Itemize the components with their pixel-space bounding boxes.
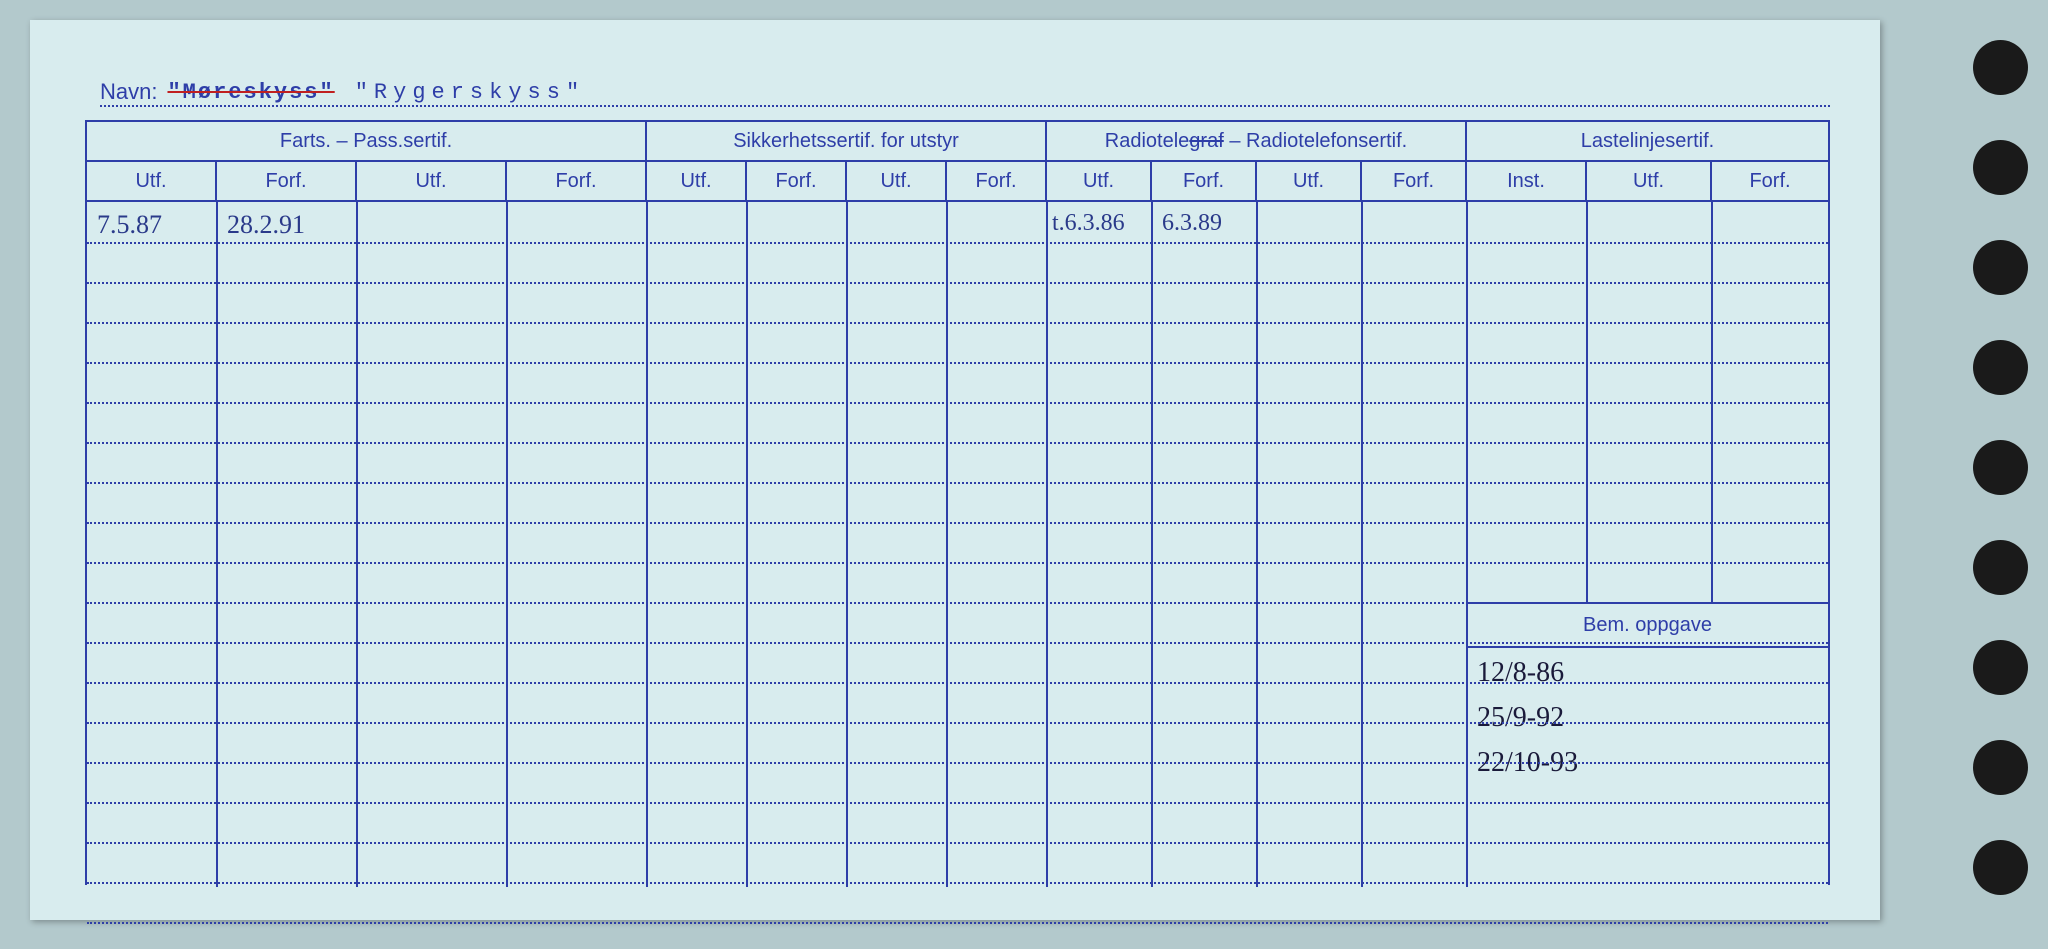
hand-radio-utf: t.6.3.86	[1052, 210, 1125, 237]
col-farts-forf2: Forf.	[507, 162, 647, 200]
col-laste-inst: Inst.	[1467, 162, 1587, 200]
row-line	[87, 842, 1828, 844]
col-farts-utf1: Utf.	[87, 162, 217, 200]
header-row-sub: Utf. Forf. Utf. Forf. Utf. Forf. Utf. Fo…	[87, 160, 1828, 202]
col-sikk-forf2: Forf.	[947, 162, 1047, 200]
vline	[506, 202, 508, 887]
navn-struck: "Møreskyss"	[167, 80, 334, 105]
col-sikk-forf1: Forf.	[747, 162, 847, 200]
group-sikkerhet: Sikkerhetssertif. for utstyr	[647, 122, 1047, 160]
group-laste: Lastelinjesertif.	[1467, 122, 1828, 160]
radio-strike: graf	[1189, 130, 1223, 152]
hole	[1973, 340, 2028, 395]
row-line	[87, 402, 1828, 404]
col-laste-forf: Forf.	[1712, 162, 1828, 200]
vline	[216, 202, 218, 887]
vline	[746, 202, 748, 887]
hand-bem-2: 25/9-92	[1477, 702, 1564, 734]
radio-pre: Radiotele	[1105, 130, 1190, 152]
hand-radio-forf: 6.3.89	[1162, 210, 1222, 237]
navn-new: "Rygerskyss"	[355, 80, 585, 105]
row-line	[87, 682, 1828, 684]
form-card: Navn: "Møreskyss" "Rygerskyss" Farts. – …	[30, 20, 1880, 920]
hand-farts-forf: 28.2.91	[227, 210, 305, 240]
hand-bem-1: 12/8-86	[1477, 657, 1564, 689]
col-radio-utf2: Utf.	[1257, 162, 1362, 200]
radio-post: – Radiotelefonsertif.	[1224, 130, 1407, 152]
vline	[646, 202, 648, 887]
bem-label: Bem. oppgave	[1583, 614, 1712, 637]
group-farts: Farts. – Pass.sertif.	[87, 122, 647, 160]
row-line	[87, 562, 1828, 564]
vline	[1361, 202, 1363, 887]
hole	[1973, 240, 2028, 295]
row-line	[87, 482, 1828, 484]
hole	[1973, 440, 2028, 495]
hole	[1973, 40, 2028, 95]
row-line	[87, 882, 1828, 884]
hole	[1973, 140, 2028, 195]
vline	[846, 202, 848, 887]
row-line	[87, 522, 1828, 524]
vline	[1466, 202, 1468, 887]
hole	[1973, 540, 2028, 595]
navn-label: Navn:	[100, 79, 157, 105]
row-line	[87, 442, 1828, 444]
col-sikk-utf1: Utf.	[647, 162, 747, 200]
header-row-groups: Farts. – Pass.sertif. Sikkerhetssertif. …	[87, 122, 1828, 160]
row-line	[87, 642, 1828, 644]
col-sikk-utf2: Utf.	[847, 162, 947, 200]
vline	[1151, 202, 1153, 887]
vline	[1046, 202, 1048, 887]
row-line	[87, 602, 1828, 604]
table-grid: Farts. – Pass.sertif. Sikkerhetssertif. …	[85, 120, 1830, 885]
col-farts-forf1: Forf.	[217, 162, 357, 200]
col-radio-utf1: Utf.	[1047, 162, 1152, 200]
group-radio: Radiotelegraf – Radiotelefonsertif.	[1047, 122, 1467, 160]
row-line	[87, 762, 1828, 764]
col-farts-utf2: Utf.	[357, 162, 507, 200]
col-radio-forf1: Forf.	[1152, 162, 1257, 200]
binder-holes	[1973, 40, 2028, 895]
row-line	[87, 922, 1828, 924]
hole	[1973, 840, 2028, 895]
vline	[1256, 202, 1258, 887]
row-line	[87, 722, 1828, 724]
hole	[1973, 740, 2028, 795]
row-line	[87, 802, 1828, 804]
col-radio-forf2: Forf.	[1362, 162, 1467, 200]
hand-farts-utf: 7.5.87	[97, 210, 162, 240]
row-line	[87, 362, 1828, 364]
navn-line: Navn: "Møreskyss" "Rygerskyss"	[100, 75, 1830, 107]
row-line	[87, 322, 1828, 324]
vline	[946, 202, 948, 887]
row-line	[87, 282, 1828, 284]
row-line	[87, 242, 1828, 244]
col-laste-utf: Utf.	[1587, 162, 1712, 200]
table-body: Bem. oppgave 7.5.87 28.2.91 t.6.3.86 6.3…	[87, 202, 1828, 887]
vline	[356, 202, 358, 887]
hole	[1973, 640, 2028, 695]
